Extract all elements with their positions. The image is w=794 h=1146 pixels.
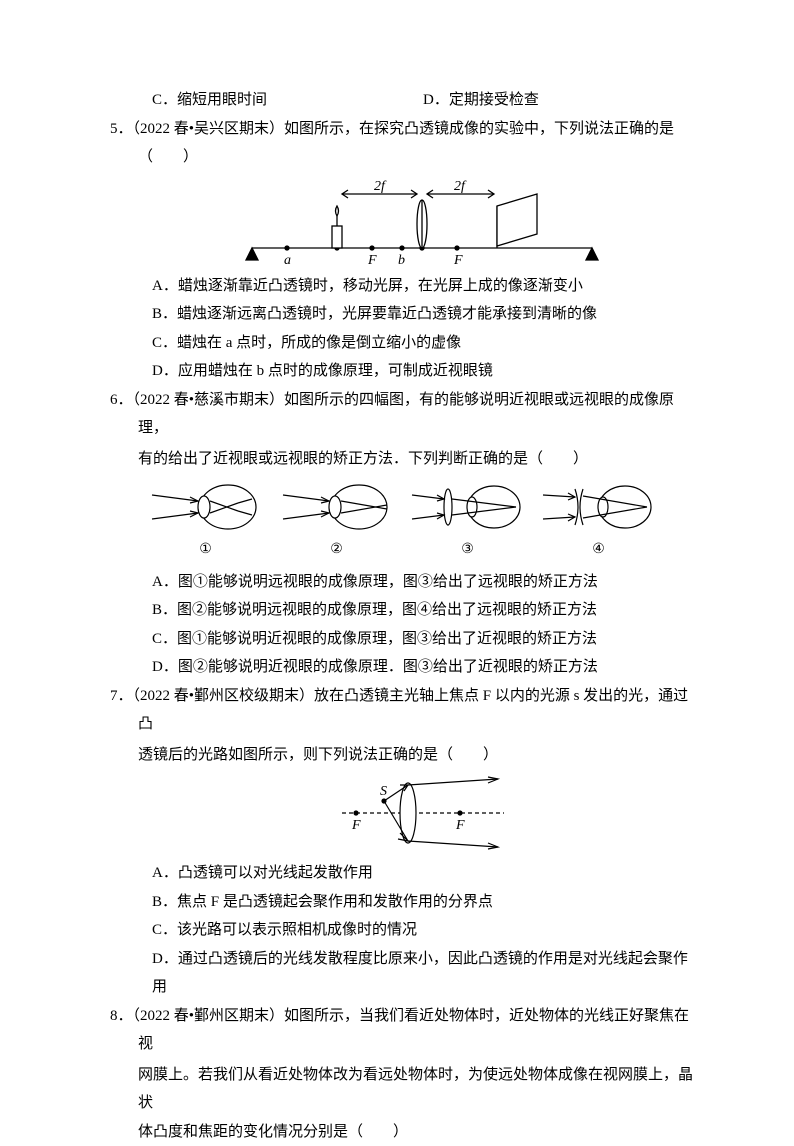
q5-figure: 2f 2f a F b F bbox=[150, 176, 694, 266]
svg-text:F: F bbox=[455, 818, 465, 833]
q6-stem-line1: 6．（2022 春•慈溪市期末）如图所示的四幅图，有的能够说明近视眼或远视眼的成… bbox=[110, 386, 694, 443]
q5-option-a[interactable]: A．蜡烛逐渐靠近凸透镜时，移动光屏，在光屏上成的像逐渐变小 bbox=[110, 272, 694, 301]
q6-stem-line2: 有的给出了近视眼或远视眼的矫正方法．下列判断正确的是（ ） bbox=[110, 445, 694, 474]
svg-text:S: S bbox=[380, 784, 387, 799]
q5-option-d[interactable]: D．应用蜡烛在 b 点时的成像原理，可制成近视眼镜 bbox=[110, 357, 694, 386]
label-2: ② bbox=[282, 537, 392, 564]
q5-stem: 5．（2022 春•吴兴区期末）如图所示，在探究凸透镜成像的实验中，下列说法正确… bbox=[110, 115, 694, 172]
q7-stem-line1: 7．（2022 春•鄞州区校级期末）放在凸透镜主光轴上焦点 F 以内的光源 s … bbox=[110, 682, 694, 739]
optical-bench-icon: 2f 2f a F b F bbox=[242, 176, 602, 266]
q5-option-b[interactable]: B．蜡烛逐渐远离凸透镜时，光屏要靠近凸透镜才能承接到清晰的像 bbox=[110, 300, 694, 329]
q4-options-cd: C．缩短用眼时间 D．定期接受检查 bbox=[110, 86, 694, 115]
q4-option-d[interactable]: D．定期接受检查 bbox=[423, 86, 694, 115]
eye-diagram-3-icon bbox=[408, 479, 528, 535]
eye-diagram-2-icon bbox=[277, 479, 397, 535]
eye-diagram-4-icon bbox=[539, 479, 659, 535]
svg-text:2f: 2f bbox=[454, 179, 467, 194]
label-4: ④ bbox=[544, 537, 654, 564]
q6-option-c[interactable]: C．图①能够说明近视眼的成像原理，图③给出了近视眼的矫正方法 bbox=[110, 625, 694, 654]
svg-text:b: b bbox=[398, 253, 405, 266]
q5-option-c[interactable]: C．蜡烛在 a 点时，所成的像是倒立缩小的虚像 bbox=[110, 329, 694, 358]
q8-stem-line2: 网膜上。若我们从看近处物体改为看远处物体时，为使远处物体成像在视网膜上，晶状 bbox=[110, 1061, 694, 1118]
eye-diagram-1-icon bbox=[146, 479, 266, 535]
q7-option-c[interactable]: C．该光路可以表示照相机成像时的情况 bbox=[110, 916, 694, 945]
q6-option-a[interactable]: A．图①能够说明远视眼的成像原理，图③给出了远视眼的矫正方法 bbox=[110, 568, 694, 597]
q8-stem-line1: 8．（2022 春•鄞州区期末）如图所示，当我们看近处物体时，近处物体的光线正好… bbox=[110, 1002, 694, 1059]
q4-option-c[interactable]: C．缩短用眼时间 bbox=[152, 86, 423, 115]
q6-diagrams bbox=[140, 479, 664, 535]
q7-option-d[interactable]: D．通过凸透镜后的光线发散程度比原来小，因此凸透镜的作用是对光线起会聚作用 bbox=[110, 945, 694, 1002]
svg-text:a: a bbox=[284, 253, 291, 266]
svg-text:F: F bbox=[453, 253, 463, 266]
svg-text:F: F bbox=[351, 818, 361, 833]
lens-ray-icon: S F F bbox=[338, 773, 508, 853]
q8-stem-line3: 体凸度和焦距的变化情况分别是（ ） bbox=[110, 1118, 694, 1146]
label-3: ③ bbox=[413, 537, 523, 564]
q7-stem-line2: 透镜后的光路如图所示，则下列说法正确的是（ ） bbox=[110, 741, 694, 770]
svg-text:F: F bbox=[367, 253, 377, 266]
label-1: ① bbox=[151, 537, 261, 564]
q6-diagram-labels: ① ② ③ ④ bbox=[140, 537, 664, 564]
q6-option-d[interactable]: D．图②能够说明近视眼的成像原理．图③给出了近视眼的矫正方法 bbox=[110, 653, 694, 682]
q7-option-a[interactable]: A．凸透镜可以对光线起发散作用 bbox=[110, 859, 694, 888]
q6-option-b[interactable]: B．图②能够说明远视眼的成像原理，图④给出了远视眼的矫正方法 bbox=[110, 596, 694, 625]
q7-option-b[interactable]: B．焦点 F 是凸透镜起会聚作用和发散作用的分界点 bbox=[110, 888, 694, 917]
svg-text:2f: 2f bbox=[374, 179, 387, 194]
q7-figure: S F F bbox=[152, 773, 694, 853]
